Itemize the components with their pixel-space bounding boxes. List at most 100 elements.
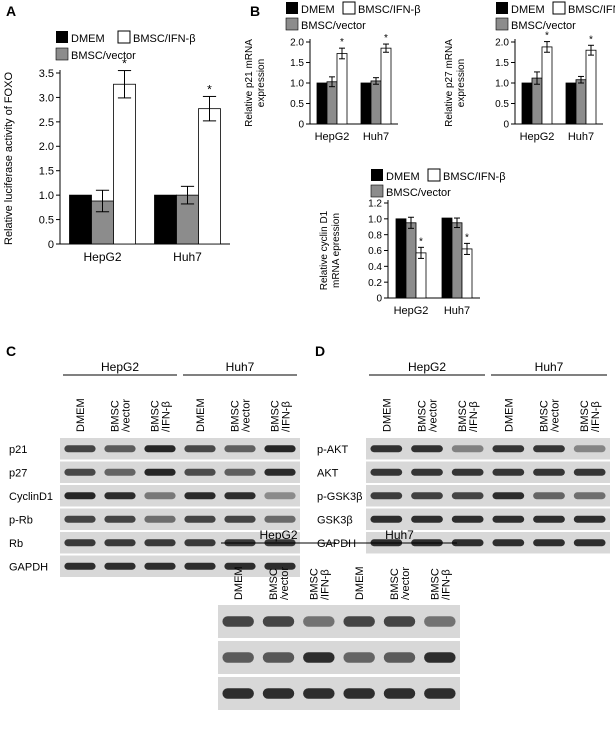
y-tick-label: 1.5 (39, 166, 54, 178)
y-tick-label: 1.0 (39, 190, 54, 202)
blot-c-band (184, 515, 216, 523)
blot-c-band (144, 562, 176, 570)
y-tick-label: 0.5 (495, 99, 509, 110)
category-label: Huh7 (444, 305, 470, 317)
blot-e-lane-label: /IFN-β (319, 569, 331, 600)
blot-c-band (104, 468, 136, 476)
legend-b-swatch-vector (285, 17, 299, 31)
legend-b-dmem: DMEM (301, 4, 335, 16)
blot-c-cell-line: HepG2 (101, 360, 139, 374)
legend-b2-vector: BMSC/vector (511, 20, 576, 32)
blot-e-lane-label: BMSC (308, 568, 320, 600)
blot-e-band (262, 688, 295, 699)
blot-d-band (533, 515, 565, 523)
blot-c-row-label: p27 (9, 467, 27, 479)
blot-e-lane-label: BMSC (429, 568, 441, 600)
bar (154, 194, 177, 245)
legend-a-dmem: DMEM (71, 33, 105, 45)
blot-e-cell-line: HepG2 (259, 528, 297, 542)
blot-d-band (573, 468, 606, 476)
bar (451, 222, 463, 299)
blot-c-band (104, 562, 136, 570)
legend-b3-vector: BMSC/vector (386, 187, 451, 199)
blot-d-row-label: p-GSK3β (317, 491, 362, 503)
blot-d-lane-label: DMEM (381, 398, 393, 432)
blot-d-lane-label: /vector (428, 399, 440, 432)
blot-e-band (303, 652, 335, 663)
blot-e-band (424, 652, 456, 663)
significance-star: * (545, 31, 549, 42)
blot-c-membrane (60, 461, 300, 483)
legend-b2-swatch-dmem (496, 2, 508, 14)
blot-e-band (383, 652, 416, 663)
blot-e-band (262, 652, 295, 663)
blot-c-band (264, 445, 296, 453)
bar (316, 82, 328, 125)
legend-b: DMEM BMSC/IFN-β BMSC/vector (285, 1, 421, 32)
blot-e-band (383, 616, 416, 627)
blot-d-band (573, 445, 606, 453)
blot-c-band (104, 539, 136, 547)
blot-d-membrane (366, 438, 610, 460)
y-tick-label: 0.6 (368, 246, 382, 257)
y-axis-label: Relative p27 mRNA (444, 39, 455, 127)
blot-d-lane-label: /vector (550, 399, 562, 432)
blot-c-row-label: p21 (9, 444, 27, 456)
blot-c-band (144, 492, 176, 500)
y-tick-label: 0.4 (368, 262, 382, 273)
legend-b2-ifn: BMSC/IFN-β (568, 4, 615, 16)
blot-d-band (451, 539, 484, 547)
legend-b-ifn: BMSC/IFN-β (358, 4, 421, 16)
y-tick-label: 2.5 (39, 117, 54, 129)
y-axis-label: expression (256, 59, 267, 107)
blot-d-band (370, 445, 403, 453)
blot-e-lane-label: /IFN-β (440, 569, 452, 600)
significance-star: * (384, 33, 388, 44)
y-tick-label: 3.0 (39, 92, 54, 104)
y-tick-label: 0.5 (290, 99, 304, 110)
blot-c-band (184, 468, 216, 476)
y-tick-label: 0.2 (368, 278, 382, 289)
category-label: Huh7 (363, 131, 389, 143)
panel-label-c: C (6, 343, 16, 359)
blot-c-membrane (60, 555, 300, 577)
blot-c-band (184, 445, 216, 453)
blot-c-band (64, 515, 96, 523)
blot-e-lane-label: /vector (400, 567, 412, 600)
blot-c-band (104, 515, 136, 523)
blot-e-band (424, 688, 456, 699)
blot-c-row-label: p-Rb (9, 514, 33, 526)
legend-a-swatch-dmem (56, 31, 68, 43)
bar (69, 194, 92, 245)
y-tick-label: 1.0 (495, 79, 509, 90)
blot-e-band (303, 688, 335, 699)
chart-b-p27: 0 0.5 1.0 1.5 2.0 Relative p27 mRNA expression… (444, 31, 603, 143)
panel-label-d: D (315, 343, 325, 359)
legend-a-swatch-ifn (117, 30, 131, 44)
category-label: Huh7 (568, 131, 594, 143)
blot-d-band (492, 515, 525, 523)
blot-e-lane-label: DMEM (233, 566, 245, 600)
panel-label-b: B (250, 3, 260, 19)
y-tick-label: 0 (298, 120, 304, 131)
blot-e-band (222, 652, 254, 663)
blot-e-band (222, 616, 254, 627)
blot-d-membrane (366, 461, 610, 483)
significance-star: * (465, 232, 469, 243)
blot-c-row-label: Rb (9, 538, 23, 550)
y-axis-label: Relative cyclin D1 (319, 210, 330, 290)
legend-b3-swatch-dmem (371, 169, 383, 181)
blot-c-band (224, 468, 256, 476)
blot-c-band (144, 515, 176, 523)
blot-d-row-label: AKT (317, 467, 339, 479)
blot-d-band (411, 515, 443, 523)
significance-star: * (122, 57, 127, 71)
blot-c-lane-label: BMSC (150, 400, 162, 432)
y-tick-label: 0 (48, 239, 54, 251)
blot-d-band (492, 492, 525, 500)
blot-d-band (370, 515, 403, 523)
legend-a-swatch-vector (55, 47, 69, 61)
blot-d-lane-label: /IFN-β (468, 401, 480, 432)
